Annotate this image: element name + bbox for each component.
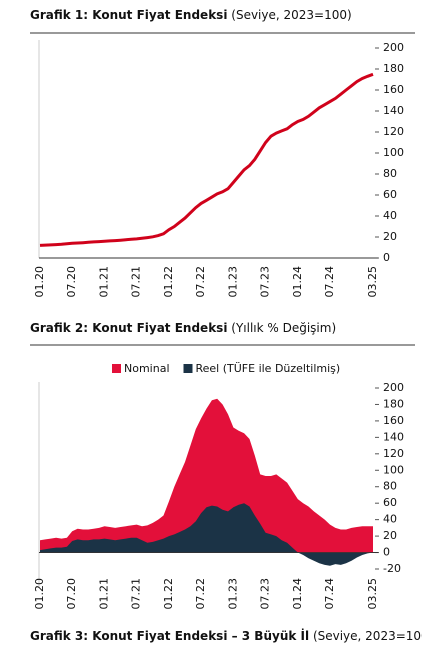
x-tick-label: 07.22 <box>194 578 207 610</box>
x-tick-label: 07.21 <box>130 266 143 298</box>
x-tick-label: 01.21 <box>97 266 110 298</box>
legend-label: Nominal <box>124 362 170 375</box>
area <box>40 398 373 553</box>
x-tick-label: 03.25 <box>366 266 379 298</box>
y-tick-label: 40 <box>383 209 397 222</box>
x-tick-label: 07.20 <box>65 266 78 298</box>
y-tick-label: 160 <box>383 83 404 96</box>
y-tick-label: 100 <box>383 146 404 159</box>
y-tick-label: 140 <box>383 104 404 117</box>
subtitle: (Seviye, 2023=100) <box>231 8 351 22</box>
x-tick-label: 01.24 <box>291 578 304 610</box>
x-tick-label: 03.25 <box>366 578 379 610</box>
chart-title: Grafik 2: Konut Fiyat Endeksi (Yıllık % … <box>30 321 336 335</box>
title: Grafik 3: Konut Fiyat Endeksi – 3 Büyük … <box>30 628 309 643</box>
y-tick-label: 120 <box>383 125 404 138</box>
y-tick-label: 60 <box>383 496 397 509</box>
x-tick-label: 01.23 <box>226 578 239 610</box>
x-tick-label: 07.23 <box>259 578 272 610</box>
line <box>39 72 374 247</box>
subtitle: (Yıllık % Değişim) <box>231 321 336 335</box>
x-tick-label: 01.20 <box>33 266 46 298</box>
y-tick-label: 140 <box>383 430 404 443</box>
y-tick-label: 180 <box>383 397 404 410</box>
y-tick-label: 160 <box>383 414 404 427</box>
x-tick-label: 07.23 <box>259 266 272 298</box>
y-tick-label: 120 <box>383 447 404 460</box>
area <box>40 503 373 566</box>
y-tick-label: 200 <box>383 41 404 54</box>
x-tick-label: 01.21 <box>97 578 110 610</box>
y-tick-label: 0 <box>383 251 390 264</box>
x-tick-label: 07.21 <box>130 578 143 610</box>
x-tick-label: 07.24 <box>323 578 336 610</box>
chart-title: Grafik 3: Konut Fiyat Endeksi – 3 Büyük … <box>30 628 422 643</box>
x-tick-label: 01.22 <box>162 266 175 298</box>
chart-title: Grafik 1: Konut Fiyat Endeksi (Seviye, 2… <box>30 8 352 22</box>
x-tick-label: 07.24 <box>323 266 336 298</box>
y-tick-label: 20 <box>383 529 397 542</box>
x-tick-label: 01.22 <box>162 578 175 610</box>
y-tick-label: 80 <box>383 167 397 180</box>
x-tick-label: 01.20 <box>33 578 46 610</box>
subtitle: (Seviye, 2023=100) <box>313 629 422 643</box>
y-tick-label: 80 <box>383 480 397 493</box>
x-tick-label: 01.24 <box>291 266 304 298</box>
x-tick-label: 07.20 <box>65 578 78 610</box>
legend-label: Reel (TÜFE ile Düzeltilmiş) <box>196 362 341 375</box>
x-tick-label: 07.22 <box>194 266 207 298</box>
title: Grafik 2: Konut Fiyat Endeksi <box>30 321 227 335</box>
legend-swatch <box>183 364 193 373</box>
legend-swatch <box>112 364 121 373</box>
y-tick-label: 60 <box>383 188 397 201</box>
y-tick-label: 100 <box>383 463 404 476</box>
y-tick-label: 200 <box>383 381 404 394</box>
y-tick-label: -20 <box>383 562 401 575</box>
y-tick-label: 40 <box>383 513 397 526</box>
title: Grafik 1: Konut Fiyat Endeksi <box>30 8 227 22</box>
y-tick-label: 180 <box>383 62 404 75</box>
x-tick-label: 01.23 <box>226 266 239 298</box>
y-tick-label: 20 <box>383 230 397 243</box>
y-tick-label: 0 <box>383 546 390 559</box>
